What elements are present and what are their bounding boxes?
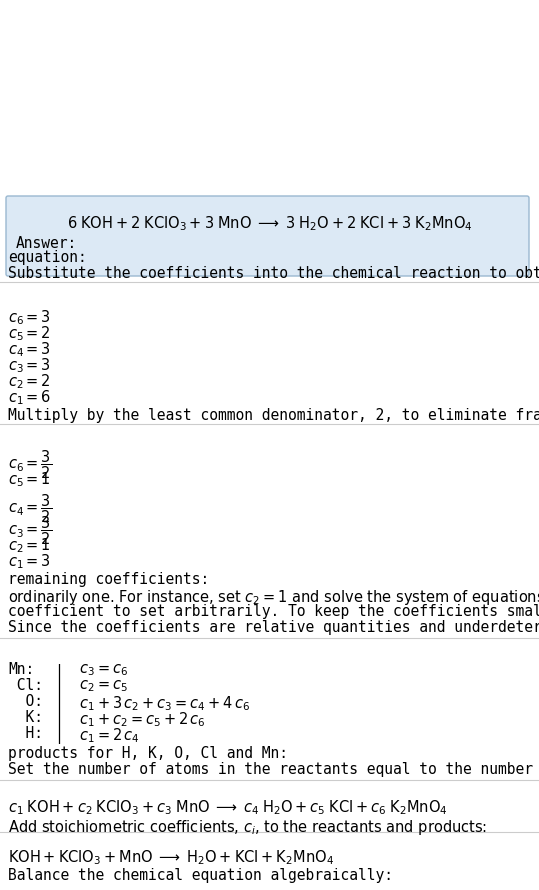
Text: $|$: $|$ [56,678,61,698]
Text: ordinarily one. For instance, set $c_2 = 1$ and solve the system of equations fo: ordinarily one. For instance, set $c_2 =… [8,588,539,607]
Text: $|$: $|$ [56,694,61,714]
Text: $c_6 = \dfrac{3}{2}$: $c_6 = \dfrac{3}{2}$ [8,448,52,481]
Text: Balance the chemical equation algebraically:: Balance the chemical equation algebraica… [8,868,393,883]
Text: O:: O: [8,694,43,709]
Text: $c_1 = 6$: $c_1 = 6$ [8,388,51,407]
Text: $c_3 = c_6$: $c_3 = c_6$ [70,662,128,677]
Text: H:: H: [8,726,43,741]
Text: $c_1 + 3\,c_2 + c_3 = c_4 + 4\,c_6$: $c_1 + 3\,c_2 + c_3 = c_4 + 4\,c_6$ [70,694,251,713]
Text: $\mathrm{6\;KOH + 2\;KClO_3 + 3\;MnO \;\longrightarrow\; 3\;H_2O + 2\;KCl + 3\;K: $\mathrm{6\;KOH + 2\;KClO_3 + 3\;MnO \;\… [67,214,472,232]
Text: $|$: $|$ [56,662,61,682]
Text: $c_2 = 1$: $c_2 = 1$ [8,536,51,554]
Text: $c_2 = 2$: $c_2 = 2$ [8,372,51,391]
Text: K:: K: [8,710,43,725]
Text: $c_1 + c_2 = c_5 + 2\,c_6$: $c_1 + c_2 = c_5 + 2\,c_6$ [70,710,206,729]
Text: $c_5 = 1$: $c_5 = 1$ [8,470,51,489]
Text: $|$: $|$ [56,710,61,730]
Text: Multiply by the least common denominator, 2, to eliminate fractional coefficient: Multiply by the least common denominator… [8,408,539,423]
Text: Add stoichiometric coefficients, $c_i$, to the reactants and products:: Add stoichiometric coefficients, $c_i$, … [8,818,487,837]
Text: $c_1 = 2\,c_4$: $c_1 = 2\,c_4$ [70,726,140,745]
Text: $c_1\;\mathrm{KOH} + c_2\;\mathrm{KClO_3} + c_3\;\mathrm{MnO} \;\longrightarrow\: $c_1\;\mathrm{KOH} + c_2\;\mathrm{KClO_3… [8,798,448,817]
Text: Set the number of atoms in the reactants equal to the number of atoms in the: Set the number of atoms in the reactants… [8,762,539,777]
Text: equation:: equation: [8,250,87,265]
Text: $c_4 = \dfrac{3}{2}$: $c_4 = \dfrac{3}{2}$ [8,492,52,524]
Text: $c_4 = 3$: $c_4 = 3$ [8,340,51,359]
Text: coefficient to set arbitrarily. To keep the coefficients small, the arbitrary va: coefficient to set arbitrarily. To keep … [8,604,539,619]
Text: $c_2 = c_5$: $c_2 = c_5$ [70,678,128,693]
Text: $\mathrm{KOH + KClO_3 + MnO} \;\longrightarrow\; \mathrm{H_2O + KCl + K_2MnO_4}$: $\mathrm{KOH + KClO_3 + MnO} \;\longrigh… [8,848,334,867]
Text: Mn:: Mn: [8,662,34,677]
Text: Cl:: Cl: [8,678,43,693]
Text: $c_6 = 3$: $c_6 = 3$ [8,308,51,327]
Text: $c_3 = 3$: $c_3 = 3$ [8,356,51,375]
Text: products for H, K, O, Cl and Mn:: products for H, K, O, Cl and Mn: [8,746,288,761]
Text: Since the coefficients are relative quantities and underdetermined, choose a: Since the coefficients are relative quan… [8,620,539,635]
FancyBboxPatch shape [6,196,529,276]
Text: Substitute the coefficients into the chemical reaction to obtain the balanced: Substitute the coefficients into the che… [8,266,539,281]
Text: remaining coefficients:: remaining coefficients: [8,572,209,587]
Text: $|$: $|$ [56,726,61,746]
Text: $c_1 = 3$: $c_1 = 3$ [8,552,51,570]
Text: $c_5 = 2$: $c_5 = 2$ [8,324,51,343]
Text: Answer:: Answer: [16,236,77,251]
Text: $c_3 = \dfrac{3}{2}$: $c_3 = \dfrac{3}{2}$ [8,514,52,546]
